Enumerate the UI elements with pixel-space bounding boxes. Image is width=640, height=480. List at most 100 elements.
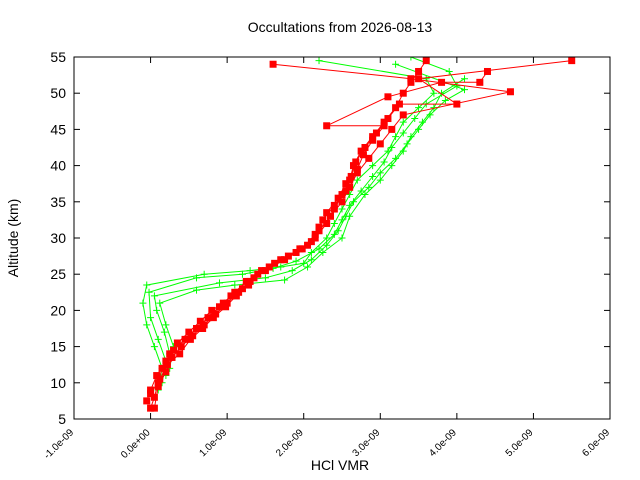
- data-point-square: [245, 281, 253, 289]
- data-point-plus: [441, 96, 449, 104]
- y-tick-label: 50: [50, 85, 66, 101]
- data-point-plus: [160, 328, 168, 336]
- data-point-square: [154, 379, 162, 387]
- data-point-plus: [139, 299, 147, 307]
- x-tick-label: 3.0e-09: [351, 427, 383, 459]
- series-line: [142, 60, 435, 391]
- data-point-square: [258, 267, 266, 275]
- data-point-square: [568, 57, 576, 65]
- data-point-plus: [281, 276, 289, 284]
- data-point-square: [361, 144, 369, 151]
- data-point-plus: [346, 191, 354, 199]
- x-tick-label: 4.0e-09: [427, 427, 459, 459]
- data-point-square: [323, 220, 331, 228]
- data-point-plus: [330, 220, 338, 228]
- y-tick-label: 40: [50, 158, 66, 174]
- data-point-square: [352, 158, 360, 166]
- data-point-square: [407, 78, 415, 86]
- data-point-plus: [304, 263, 312, 271]
- data-point-plus: [288, 267, 296, 275]
- data-point-plus: [361, 191, 369, 199]
- data-point-plus: [307, 256, 315, 264]
- data-point-plus: [445, 67, 453, 75]
- data-point-plus: [338, 205, 346, 213]
- data-point-plus: [145, 288, 153, 296]
- data-point-square: [357, 147, 365, 155]
- data-point-plus: [323, 241, 331, 249]
- data-point-square: [173, 339, 181, 347]
- y-tick-label: 30: [50, 230, 66, 246]
- data-point-square: [304, 241, 312, 249]
- data-point-square: [185, 328, 193, 336]
- data-point-square: [204, 314, 212, 322]
- data-point-square: [369, 136, 377, 144]
- data-point-square: [186, 335, 194, 343]
- data-point-plus: [319, 248, 327, 256]
- data-point-square: [156, 375, 164, 383]
- data-point-plus: [380, 158, 388, 166]
- x-tick-label: 1.0e-09: [197, 427, 229, 459]
- data-point-square: [189, 332, 197, 340]
- data-point-square: [453, 100, 461, 108]
- data-point-square: [399, 111, 407, 119]
- data-point-square: [153, 372, 161, 380]
- x-tick-label: 0.0e+00: [119, 427, 153, 461]
- data-point-square: [235, 288, 243, 296]
- data-point-square: [376, 140, 384, 148]
- data-point-square: [334, 194, 342, 202]
- data-point-square: [346, 183, 354, 191]
- data-point-plus: [415, 104, 423, 112]
- data-point-square: [369, 133, 377, 141]
- data-point-plus: [392, 133, 400, 141]
- chart-title: Occultations from 2026-08-13: [248, 19, 433, 35]
- x-axis: -1.0e-09 0.0e+00 1.0e-09 2.0e-09 3.0e-09 4.0e…: [42, 57, 612, 461]
- data-point-square: [250, 274, 258, 282]
- data-point-square: [231, 288, 239, 296]
- y-tick-label: 20: [50, 302, 66, 318]
- data-point-square: [407, 75, 415, 83]
- x-tick-label: -1.0e-09: [42, 427, 76, 461]
- data-point-square: [242, 277, 250, 285]
- data-point-plus: [323, 234, 331, 242]
- data-point-plus: [376, 169, 384, 177]
- data-point-plus: [349, 198, 357, 206]
- data-point-square: [359, 151, 367, 159]
- data-point-plus: [353, 176, 361, 184]
- data-point-plus: [411, 115, 419, 123]
- data-point-square: [380, 118, 388, 126]
- data-point-plus: [369, 172, 377, 180]
- data-point-square: [372, 129, 380, 137]
- data-point-plus: [156, 299, 164, 307]
- data-point-square: [181, 335, 189, 343]
- data-point-square: [150, 404, 158, 412]
- y-axis: 5 10 15 20 25 30 35 40 45 50 55: [50, 49, 610, 427]
- data-point-plus: [392, 60, 400, 68]
- data-point-plus: [399, 129, 407, 137]
- data-point-square: [353, 169, 361, 177]
- data-point-plus: [292, 257, 300, 265]
- data-point-square: [338, 191, 346, 199]
- data-point-square: [212, 310, 220, 318]
- data-point-square: [200, 321, 208, 329]
- data-point-plus: [193, 286, 201, 294]
- data-point-plus: [418, 118, 426, 126]
- data-point-plus: [153, 306, 161, 314]
- data-point-square: [222, 303, 230, 311]
- data-point-square: [415, 67, 423, 75]
- data-point-plus: [193, 274, 201, 282]
- y-tick-label: 15: [50, 339, 66, 355]
- data-point-square: [208, 306, 216, 314]
- data-point-square: [261, 267, 269, 275]
- data-point-plus: [162, 321, 170, 329]
- data-point-square: [147, 404, 155, 412]
- data-point-square: [199, 325, 207, 332]
- data-point-plus: [150, 292, 158, 300]
- data-point-square: [147, 390, 155, 398]
- data-point-plus: [461, 75, 469, 83]
- data-point-square: [163, 361, 171, 369]
- data-point-plus: [388, 144, 396, 151]
- data-point-square: [269, 60, 277, 68]
- data-point-plus: [315, 57, 323, 65]
- data-point-square: [330, 201, 338, 209]
